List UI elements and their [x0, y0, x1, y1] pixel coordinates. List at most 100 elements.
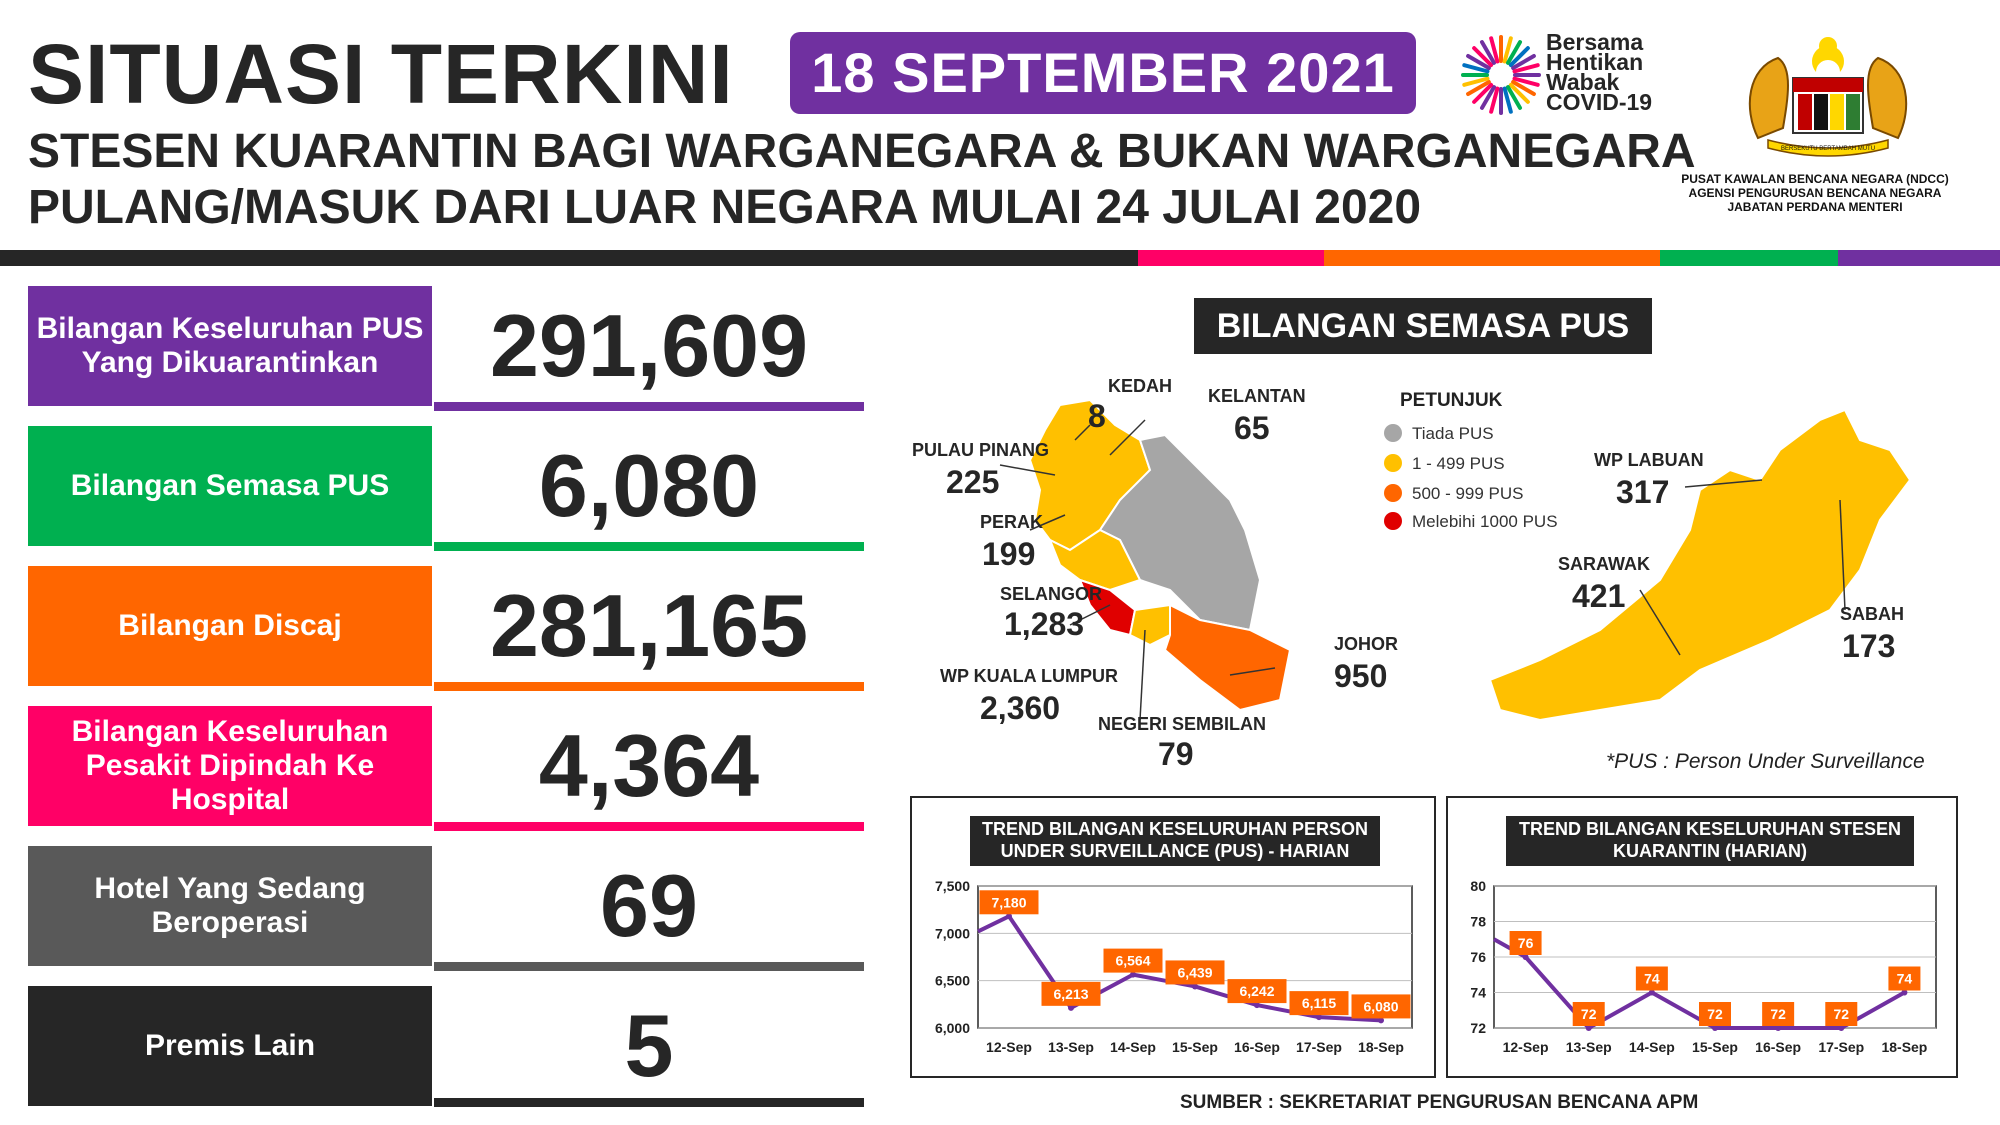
y-tick-label: 6,500	[935, 973, 970, 989]
data-label: 7,180	[991, 894, 1026, 910]
map-johor	[1163, 603, 1292, 712]
header-stripe-dark	[0, 250, 1138, 266]
burst-ray	[1502, 86, 1513, 114]
state-value-kelantan: 65	[1234, 410, 1270, 446]
data-label-box	[1509, 931, 1542, 955]
y-tick-label: 7,500	[935, 878, 970, 894]
stat-label-discharged: Bilangan Discaj	[28, 566, 432, 686]
page-subtitle-line2: PULANG/MASUK DARI LUAR NEGARA MULAI 24 J…	[28, 181, 1422, 234]
stat-underline-hotels	[434, 962, 864, 971]
stat-label-hospital: Bilangan Keseluruhan Pesakit Dipindah Ke…	[28, 706, 432, 826]
x-tick-label: 16-Sep	[1755, 1039, 1801, 1055]
page-subtitle-line1: STESEN KUARANTIN BAGI WARGANEGARA & BUKA…	[28, 125, 1696, 178]
burst-ray	[1489, 86, 1500, 114]
data-point	[1130, 971, 1136, 978]
stat-value-current-pus: 6,080	[538, 436, 760, 535]
state-value-labuan: 317	[1616, 474, 1670, 510]
map-borneo	[1488, 408, 1912, 722]
header-stripe-pink	[1138, 250, 1324, 266]
chart-pus-trend: TREND BILANGAN KESELURUHAN PERSON UNDER …	[910, 796, 1436, 1078]
burst-ray	[1511, 80, 1536, 96]
stat-label-total-pus: Bilangan Keseluruhan PUS Yang Dikuaranti…	[28, 286, 432, 406]
x-tick-label: 17-Sep	[1296, 1039, 1342, 1055]
burst-ray	[1480, 40, 1496, 65]
stat-value-discharged: 281,165	[489, 576, 809, 675]
agency-line-3: JABATAN PERDANA MENTERI	[1727, 200, 1903, 214]
data-label: 6,213	[1053, 986, 1088, 1002]
x-tick-label: 14-Sep	[1110, 1039, 1156, 1055]
y-tick-label: 78	[1470, 914, 1486, 930]
stat-value-other-premises: 5	[624, 996, 674, 1095]
campaign-text-3: Wabak	[1546, 69, 1620, 95]
data-label-box	[1825, 1002, 1858, 1026]
legend-label-2: 500 - 999 PUS	[1412, 484, 1524, 503]
x-tick-label: 15-Sep	[1172, 1039, 1218, 1055]
data-point	[1192, 983, 1198, 990]
x-tick-label: 17-Sep	[1818, 1039, 1864, 1055]
data-point	[1712, 1025, 1718, 1031]
y-tick-label: 76	[1470, 949, 1486, 965]
burst-ray	[1462, 63, 1490, 74]
state-value-kuala-lumpur: 2,360	[980, 690, 1061, 726]
y-tick-label: 6,000	[935, 1020, 970, 1036]
stat-value-hospital: 4,364	[538, 716, 760, 815]
data-label-box	[1289, 991, 1349, 1016]
legend-dot-0	[1384, 424, 1402, 442]
header-stripe-green	[1660, 250, 1838, 266]
data-point	[1254, 1002, 1260, 1009]
data-label: 6,439	[1177, 964, 1212, 980]
burst-ray	[1512, 76, 1540, 87]
chart-station-plot: 72 74 76 78 80 12-Sep 13-Sep 14-Sep 15-Sep 16-Sep…	[1470, 878, 1937, 1055]
burst-ray	[1506, 40, 1522, 65]
data-label-box	[1888, 966, 1921, 991]
data-label-box	[979, 890, 1039, 915]
state-label-negeri-sembilan: NEGERI SEMBILAN	[1098, 714, 1267, 734]
legend-label-0: Tiada PUS	[1412, 424, 1494, 443]
state-value-negeri-sembilan: 79	[1158, 736, 1194, 772]
stat-underline-discharged	[434, 682, 864, 691]
legend-dot-1	[1384, 454, 1402, 472]
x-tick-label: 13-Sep	[1048, 1039, 1094, 1055]
state-value-perak: 199	[982, 536, 1036, 572]
date-badge: 18 SEPTEMBER 2021	[790, 32, 1416, 114]
data-label-box	[1227, 979, 1287, 1004]
campaign-text-2: Hentikan	[1546, 49, 1644, 75]
data-point	[1006, 913, 1012, 920]
burst-ray	[1506, 85, 1522, 110]
data-label: 6,115	[1302, 995, 1336, 1011]
y-tick-label: 72	[1470, 1020, 1486, 1036]
chart-pus-title: TREND BILANGAN KESELURUHAN PERSON UNDER …	[970, 816, 1380, 866]
data-point	[1648, 989, 1655, 996]
stat-underline-other-premises	[434, 1098, 864, 1107]
stat-underline-hospital	[434, 822, 864, 831]
malaysia-map	[999, 398, 1912, 722]
x-tick-label: 14-Sep	[1629, 1039, 1675, 1055]
state-value-kedah: 8	[1088, 398, 1106, 434]
crest-motto: BERSEKUTU BERTAMBAH MUTU	[1781, 146, 1875, 152]
burst-ray	[1511, 54, 1536, 70]
burst-ray	[1489, 36, 1500, 64]
data-label-box	[1699, 1002, 1731, 1026]
campaign-burst-icon	[1461, 35, 1541, 115]
stat-label-current-pus: Bilangan Semasa PUS	[28, 426, 432, 546]
data-label: 6,080	[1363, 998, 1398, 1014]
header-stripe-orange	[1324, 250, 1660, 266]
data-label: 72	[1707, 1006, 1723, 1022]
burst-ray	[1480, 85, 1496, 110]
data-label: 76	[1518, 935, 1534, 951]
data-point	[1522, 954, 1529, 960]
pus-footnote: *PUS : Person Under Surveillance	[1606, 750, 1925, 773]
data-point	[1585, 1025, 1592, 1031]
source-footer: SUMBER : SEKRETARIAT PENGURUSAN BENCANA …	[1180, 1092, 1699, 1113]
state-value-selangor: 1,283	[1004, 606, 1085, 642]
stat-underline-total-pus	[434, 402, 864, 411]
legend-label-3: Melebihi 1000 PUS	[1412, 512, 1558, 531]
data-label-box	[1041, 981, 1101, 1006]
data-label: 74	[1897, 971, 1913, 987]
state-value-pulau-pinang: 225	[946, 464, 1000, 500]
state-label-sarawak: SARAWAK	[1558, 554, 1651, 574]
data-point	[1316, 1014, 1322, 1021]
map-title: BILANGAN SEMASA PUS	[1194, 298, 1652, 354]
state-value-johor: 950	[1334, 658, 1388, 694]
data-label-box	[1165, 960, 1225, 985]
